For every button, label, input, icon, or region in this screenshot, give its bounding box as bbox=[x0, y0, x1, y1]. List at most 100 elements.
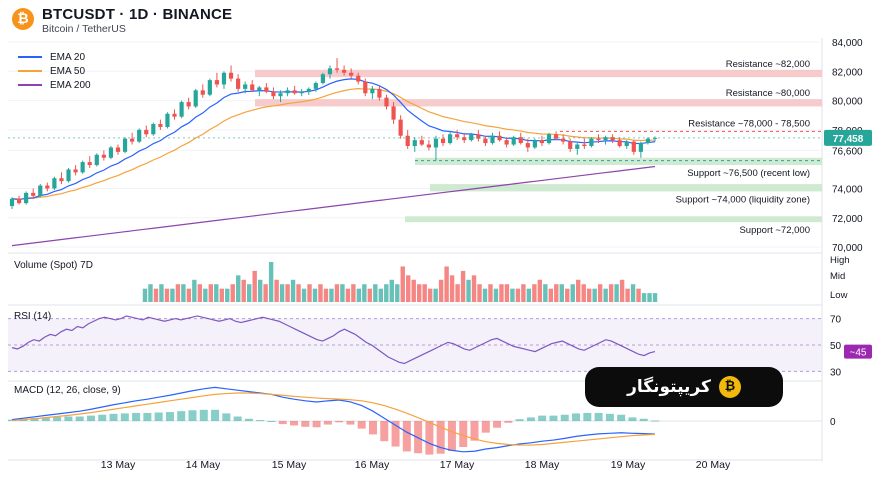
volume-bar bbox=[345, 288, 351, 302]
ema20-swatch bbox=[18, 56, 42, 58]
volume-bar bbox=[290, 279, 296, 302]
legend-item-ema20: EMA 20 bbox=[18, 50, 91, 64]
volume-bar bbox=[246, 284, 252, 302]
candle-body bbox=[264, 87, 269, 92]
volume-bar bbox=[477, 284, 482, 302]
volume-title: Volume (Spot) 7D bbox=[14, 260, 93, 271]
macd-histogram-bar bbox=[549, 415, 558, 421]
volume-bar bbox=[532, 284, 537, 302]
candle-body bbox=[87, 162, 92, 166]
candle-body bbox=[539, 140, 545, 144]
volume-bar bbox=[641, 293, 647, 302]
volume-bar bbox=[263, 284, 268, 302]
candle-body bbox=[73, 169, 78, 173]
macd-histogram-bar bbox=[493, 421, 502, 428]
volume-bar bbox=[565, 288, 570, 302]
ema50-line bbox=[11, 88, 656, 200]
macd-histogram-bar bbox=[391, 421, 400, 447]
candle-body bbox=[391, 106, 396, 120]
volume-bar bbox=[301, 288, 307, 302]
legend-item-ema50: EMA 50 bbox=[18, 64, 91, 78]
macd-histogram-bar bbox=[425, 421, 434, 455]
candle-body bbox=[94, 154, 99, 166]
candle-body bbox=[511, 137, 516, 145]
macd-histogram-bar bbox=[414, 421, 423, 454]
x-tick-label: 18 May bbox=[525, 459, 560, 471]
volume-bar bbox=[351, 284, 356, 302]
candle-body bbox=[356, 75, 361, 82]
support-label: Support ~72,000 bbox=[739, 225, 810, 236]
volume-bar bbox=[493, 288, 499, 302]
volume-bar bbox=[510, 288, 515, 302]
volume-bar bbox=[257, 279, 263, 302]
candle-body bbox=[165, 113, 170, 127]
candle-body bbox=[377, 88, 382, 98]
volume-bar bbox=[181, 284, 186, 302]
candle-body bbox=[582, 144, 587, 146]
candle-body bbox=[200, 90, 205, 95]
candle-body bbox=[638, 143, 643, 152]
candle-body bbox=[631, 141, 636, 152]
macd-histogram-bar bbox=[380, 421, 389, 442]
coin-logo-icon: ₿ bbox=[718, 376, 741, 398]
candle-body bbox=[16, 198, 22, 204]
price-tick-label: 82,000 bbox=[832, 67, 863, 78]
volume-bar bbox=[482, 288, 488, 302]
macd-histogram-bar bbox=[572, 413, 581, 421]
candle-body bbox=[419, 140, 424, 145]
candle-body bbox=[610, 137, 615, 141]
candle-body bbox=[469, 134, 474, 141]
volume-bar bbox=[159, 284, 164, 302]
volume-bar bbox=[406, 275, 411, 302]
volume-bar bbox=[164, 288, 170, 302]
candle-body bbox=[405, 135, 410, 146]
volume-bar bbox=[581, 284, 586, 302]
volume-bar bbox=[433, 288, 438, 302]
volume-bar bbox=[449, 275, 455, 302]
volume-bar bbox=[548, 288, 554, 302]
volume-bar bbox=[438, 279, 444, 302]
badge-text: کریپتونگار bbox=[627, 377, 711, 397]
volume-bar bbox=[559, 284, 564, 302]
candle-body bbox=[327, 68, 333, 75]
volume-bar bbox=[597, 284, 603, 302]
rsi-tick-label: 70 bbox=[830, 315, 842, 326]
volume-bar bbox=[296, 284, 301, 302]
candle-body bbox=[596, 138, 601, 141]
macd-histogram-bar bbox=[470, 421, 479, 441]
candle-body bbox=[320, 74, 325, 84]
x-tick-label: 17 May bbox=[440, 459, 475, 471]
volume-bar bbox=[619, 279, 625, 302]
volume-bar bbox=[411, 279, 416, 302]
candle-body bbox=[532, 140, 537, 148]
candle-body bbox=[561, 138, 566, 142]
ema-legend: EMA 20 EMA 50 EMA 200 bbox=[18, 50, 91, 92]
macd-histogram-bar bbox=[526, 417, 535, 421]
candle-body bbox=[476, 134, 481, 139]
volume-bar bbox=[186, 288, 192, 302]
volume-bar bbox=[416, 284, 422, 302]
candle-body bbox=[370, 88, 375, 94]
volume-bar bbox=[142, 288, 148, 302]
macd-histogram-bar bbox=[267, 421, 276, 422]
volume-bar bbox=[515, 288, 521, 302]
x-tick-label: 15 May bbox=[272, 459, 307, 471]
rsi-line bbox=[11, 315, 656, 365]
volume-bar bbox=[455, 284, 460, 302]
macd-histogram-bar bbox=[628, 417, 637, 421]
macd-histogram-bar bbox=[301, 421, 310, 427]
volume-bar bbox=[170, 288, 175, 302]
volume-bar bbox=[214, 284, 219, 302]
macd-histogram-bar bbox=[312, 421, 321, 428]
macd-histogram-bar bbox=[188, 410, 197, 421]
candle-body bbox=[243, 84, 248, 89]
ema200-line bbox=[11, 165, 656, 247]
candle-body bbox=[52, 178, 57, 189]
macd-histogram-bar bbox=[402, 421, 411, 452]
candle-body bbox=[575, 144, 580, 149]
candle-body bbox=[518, 137, 523, 144]
candle-body bbox=[645, 138, 651, 144]
volume-bar bbox=[630, 284, 636, 302]
macd-histogram-bar bbox=[447, 421, 456, 452]
candle-body bbox=[66, 169, 71, 182]
